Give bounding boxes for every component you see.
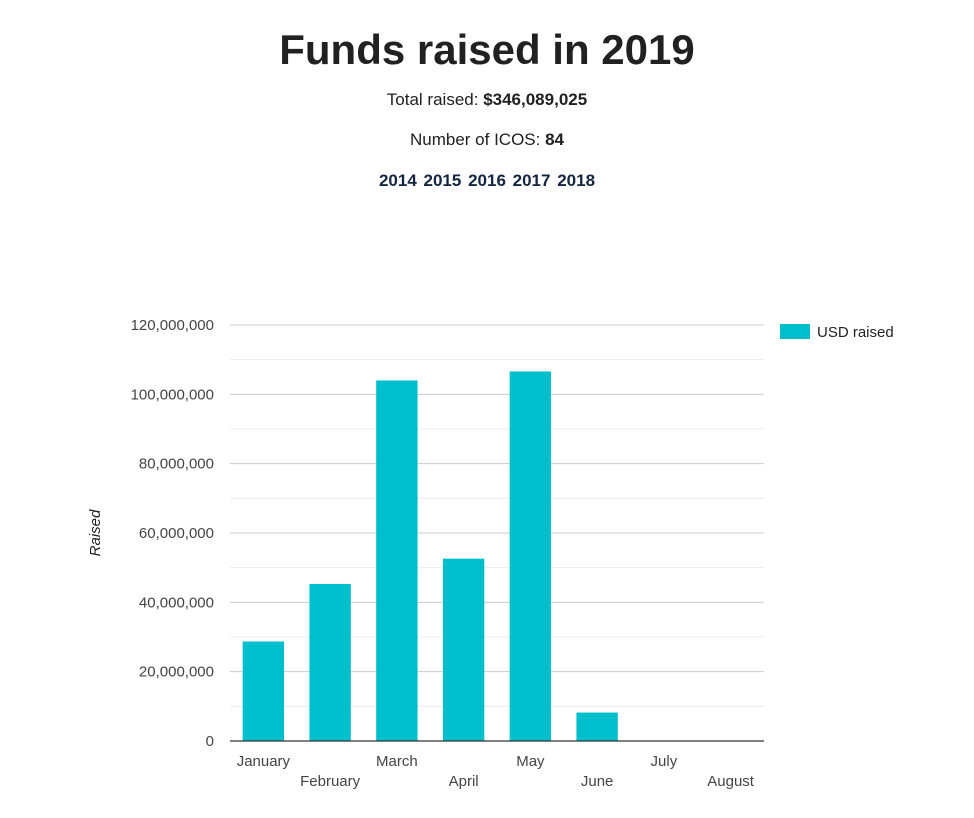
year-link-2017[interactable]: 2017 [512,171,551,190]
bar-june[interactable] [576,712,618,741]
x-tick-label: July [651,753,678,770]
page-title: Funds raised in 2019 [279,26,695,73]
x-tick-label: March [376,753,418,770]
legend[interactable]: USD raised [780,324,894,341]
total-raised-value: $346,089,025 [483,90,588,109]
x-tick-label: January [237,753,291,770]
year-link-2018[interactable]: 2018 [557,171,596,190]
y-axis-ticks: 0 20,000,000 40,000,000 60,000,000 80,000,00… [131,317,214,750]
bar-february[interactable] [309,583,351,741]
year-links: 2014 2015 2016 2017 2018 [0,170,974,192]
y-tick-label: 0 [206,733,214,750]
bars [242,371,618,741]
bar-april[interactable] [442,558,485,741]
y-tick-label: 80,000,000 [139,456,214,473]
bar-january[interactable] [242,641,285,741]
legend-label: USD raised [817,324,894,341]
bar-march[interactable] [376,380,418,741]
total-raised-label: Total raised: [386,90,484,109]
bar-may[interactable] [509,371,552,741]
x-tick-label: April [449,773,479,790]
y-tick-label: 120,000,000 [131,317,214,334]
y-axis-label: Raised [87,509,104,556]
year-link-2015[interactable]: 2015 [423,171,462,190]
x-tick-label: February [300,773,361,790]
year-link-2014[interactable]: 2014 [378,171,417,190]
y-tick-label: 60,000,000 [139,525,214,542]
total-raised: Total raised: $346,089,025 [0,89,974,111]
y-tick-label: 40,000,000 [139,594,214,611]
ico-count-value: 84 [545,130,565,149]
x-tick-label: August [707,773,755,790]
y-tick-label: 100,000,000 [131,386,214,403]
x-tick-label: June [581,773,614,790]
legend-swatch [780,324,810,339]
y-tick-label: 20,000,000 [139,664,214,681]
ico-count: Number of ICOS: 84 [0,129,974,151]
year-link-2016[interactable]: 2016 [468,171,506,190]
ico-count-label: Number of ICOS: [409,130,546,149]
x-tick-label: May [516,753,545,770]
x-axis-ticks: January February March April May June July Augu… [237,753,755,790]
